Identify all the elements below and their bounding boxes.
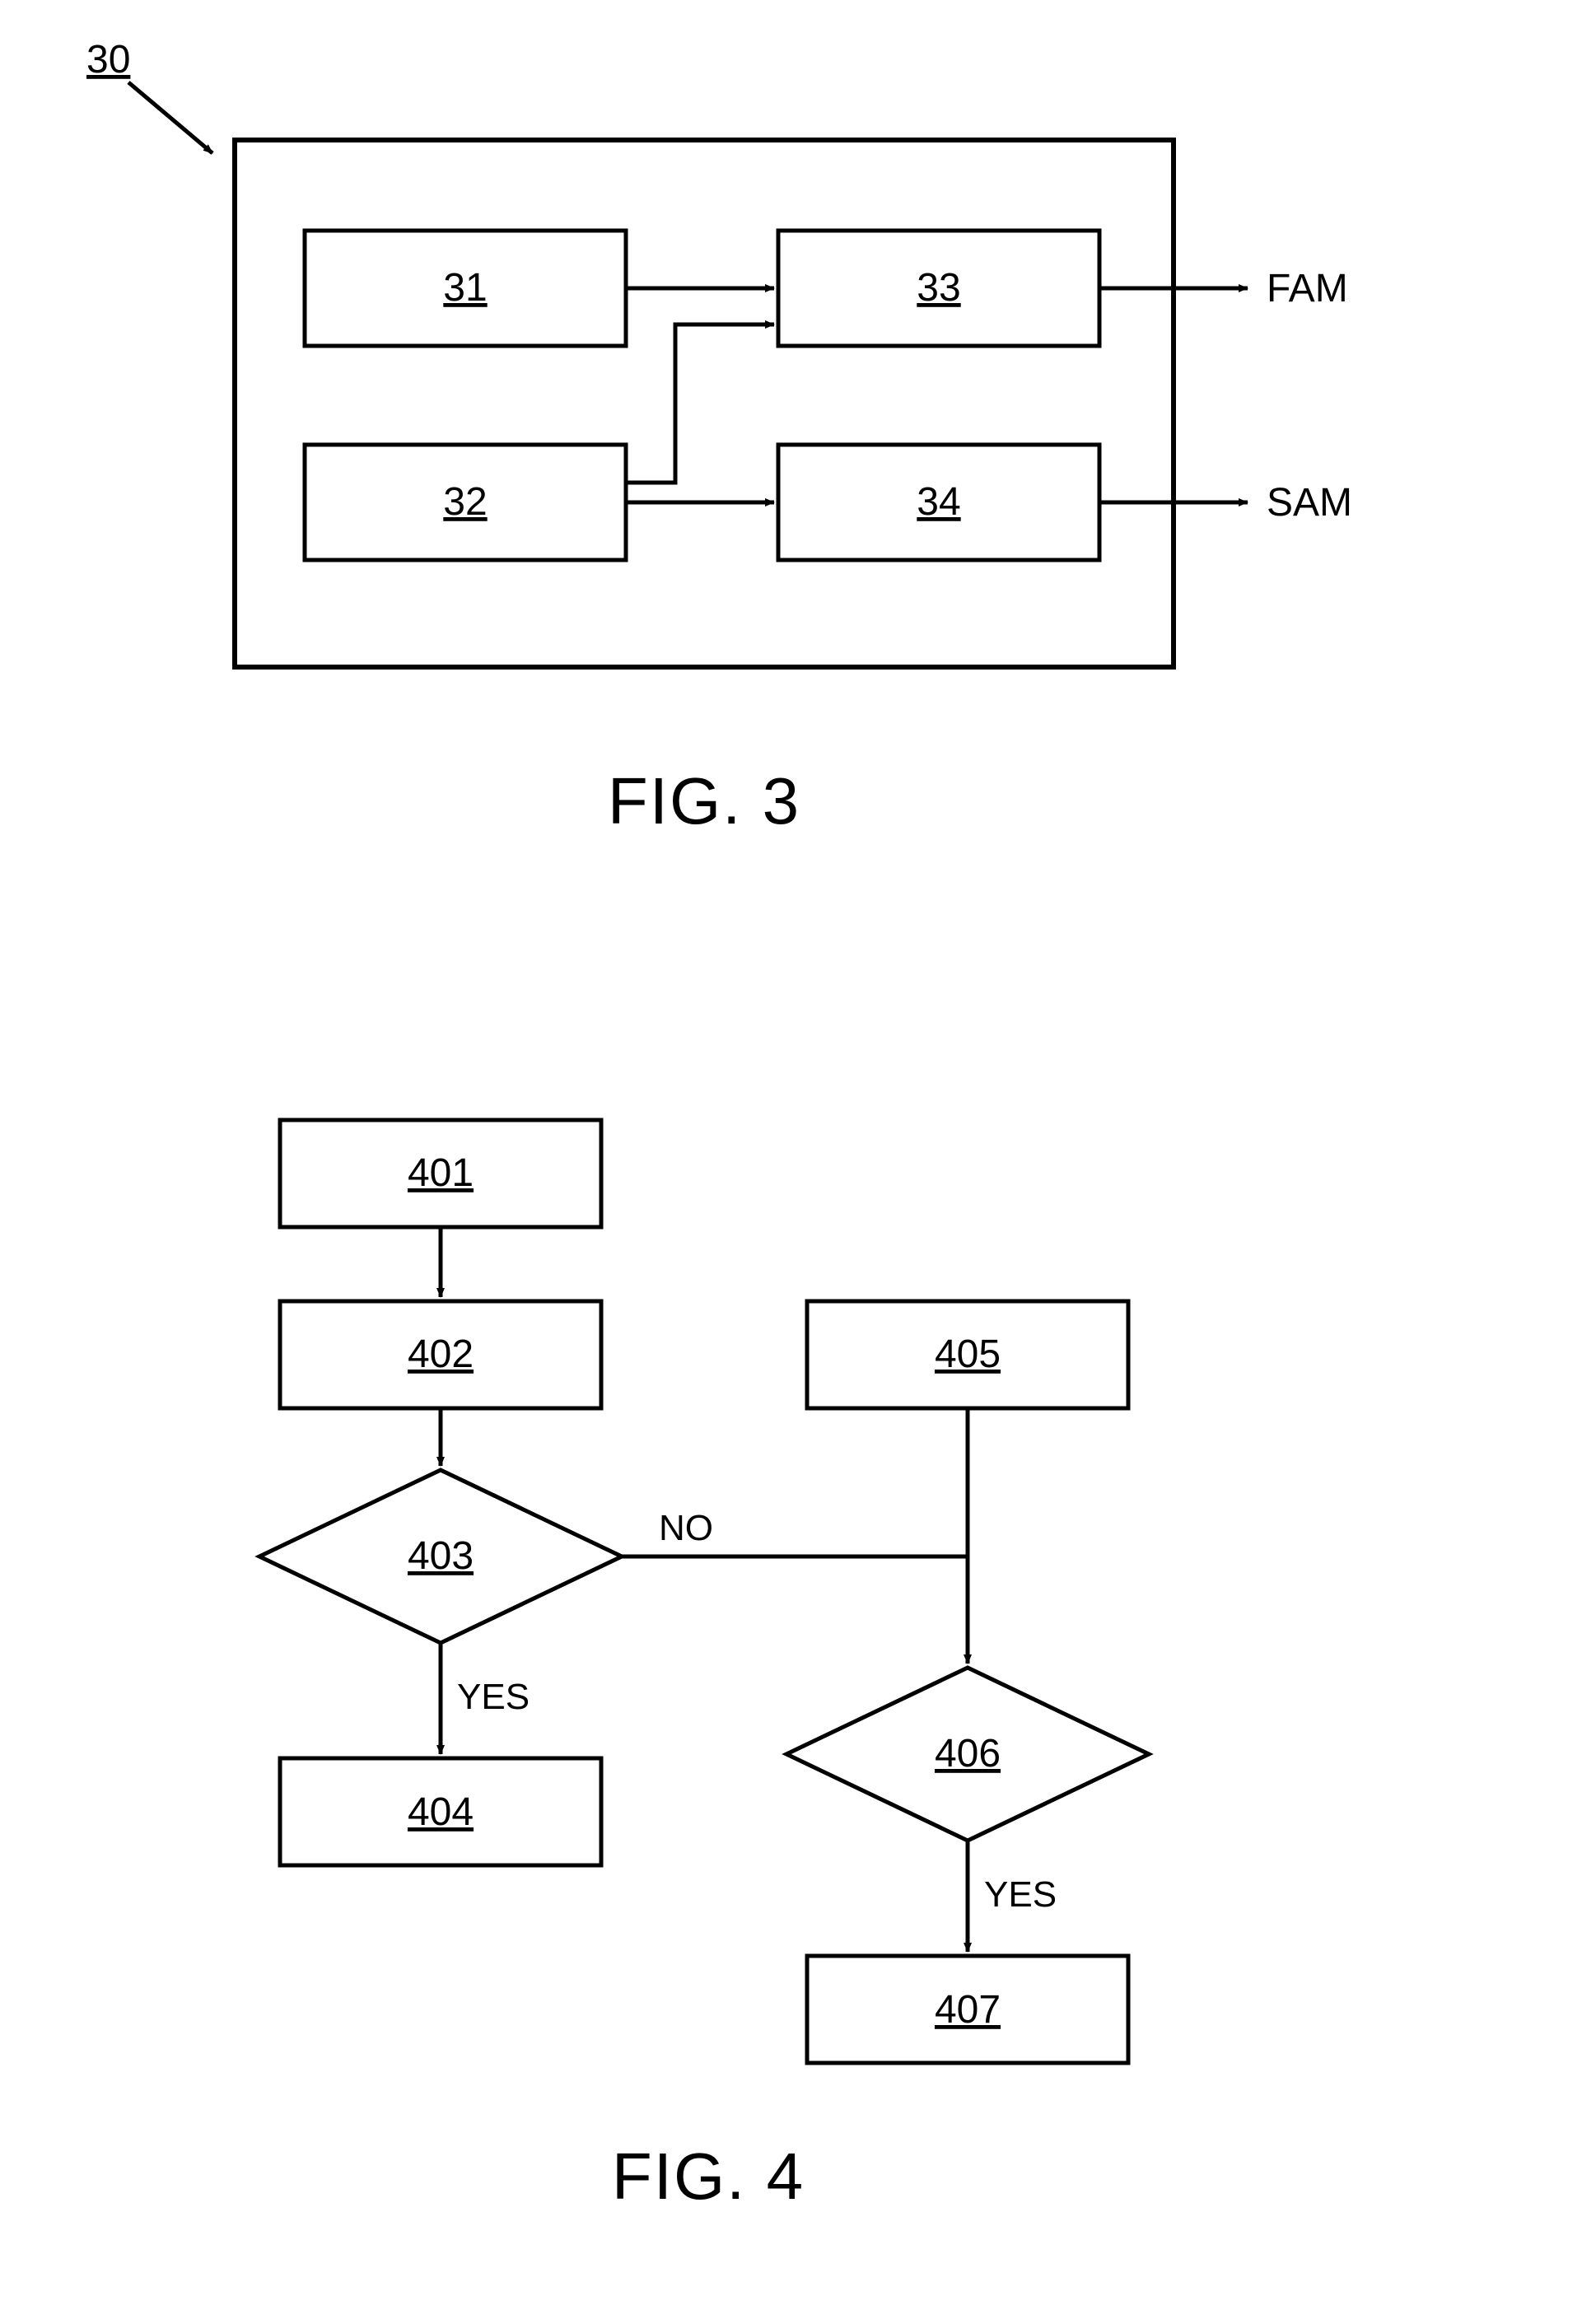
fig4-caption: FIG. 4 <box>612 2140 805 2213</box>
fig3-ref-arrow <box>128 82 212 153</box>
fig4-diamond-406-label: 406 <box>935 1732 1001 1776</box>
fig4-box-401-label: 401 <box>408 1151 474 1195</box>
fig3-sam-label: SAM <box>1267 481 1352 525</box>
fig4-box-402-label: 402 <box>408 1332 474 1376</box>
diagram-svg: 30 31 32 33 34 FAM SAM FIG. 3 401 402 40… <box>0 0 1596 2324</box>
fig4-diamond-403-label: 403 <box>408 1534 474 1578</box>
fig4-yes-403: YES <box>457 1677 530 1717</box>
fig3-box-32-label: 32 <box>443 480 487 524</box>
fig4-no-403: NO <box>659 1508 713 1548</box>
fig3-box-31-label: 31 <box>443 266 487 310</box>
fig3-container <box>235 140 1174 667</box>
fig3-fam-label: FAM <box>1267 267 1348 310</box>
fig4-yes-406: YES <box>984 1874 1057 1915</box>
fig3-box-33-label: 33 <box>917 266 960 310</box>
fig4-box-407-label: 407 <box>935 1988 1001 2032</box>
fig4-box-405-label: 405 <box>935 1332 1001 1376</box>
page: 30 31 32 33 34 FAM SAM FIG. 3 401 402 40… <box>0 0 1596 2324</box>
fig3-caption: FIG. 3 <box>608 764 800 838</box>
fig3-box-34-label: 34 <box>917 480 960 524</box>
fig4-box-404-label: 404 <box>408 1790 474 1834</box>
fig3-ref-label: 30 <box>86 38 130 82</box>
